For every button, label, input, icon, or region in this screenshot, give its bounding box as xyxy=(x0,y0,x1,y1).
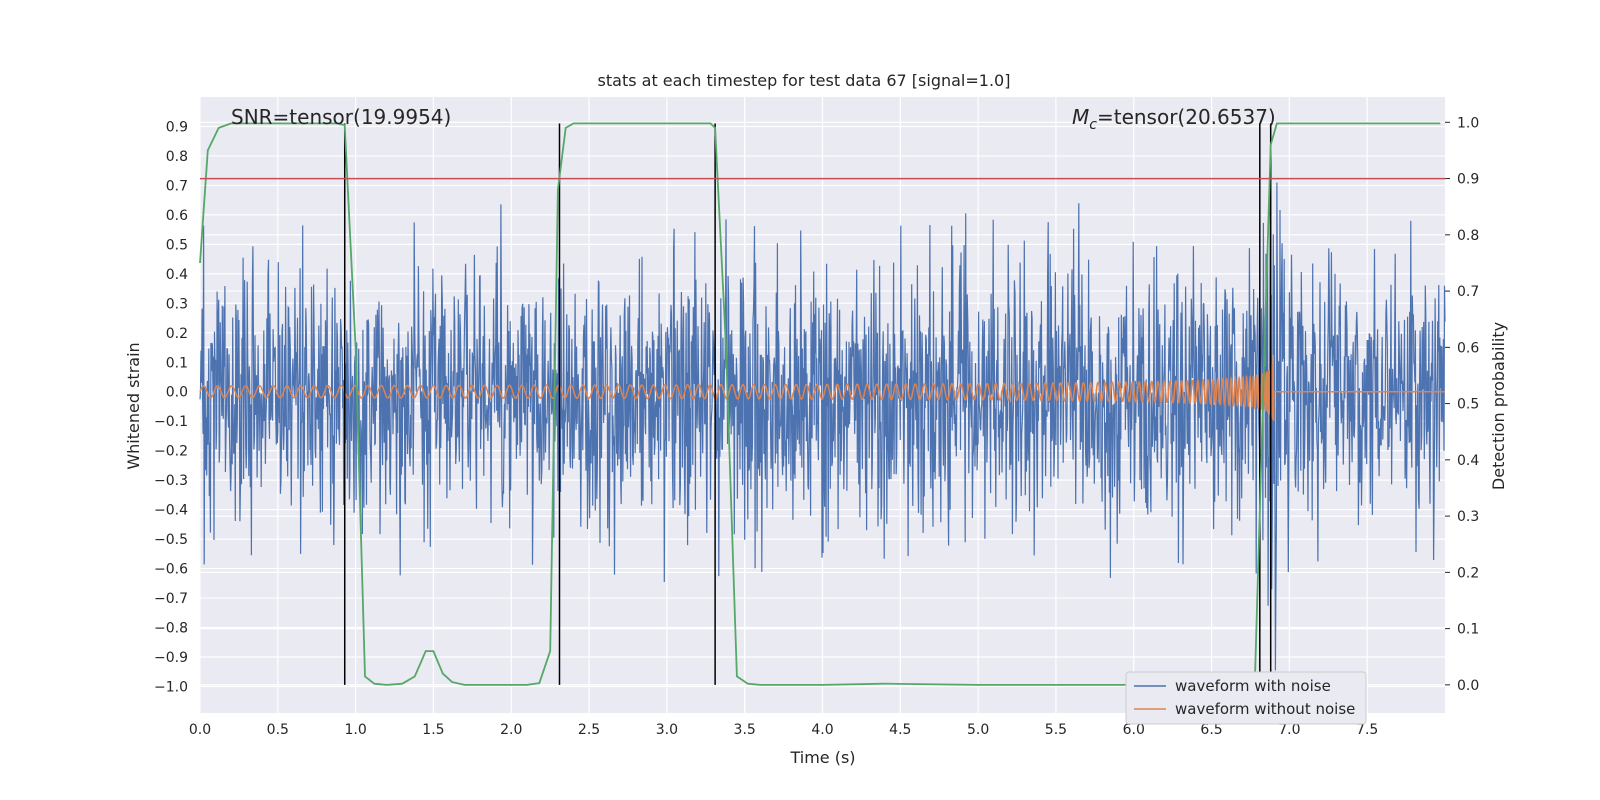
x-tick-label: 7.5 xyxy=(1356,722,1378,738)
y-tick-label: −0.2 xyxy=(154,444,188,460)
x-tick-label: 7.0 xyxy=(1278,722,1300,738)
y2-tick-label: 1.0 xyxy=(1457,115,1479,131)
y-tick-label: 0.2 xyxy=(166,326,188,342)
y2-tick-label: 0.8 xyxy=(1457,228,1479,244)
y2-tick-label: 0.9 xyxy=(1457,172,1479,188)
y-tick-label: −0.9 xyxy=(154,650,188,666)
x-tick-label: 2.5 xyxy=(578,722,600,738)
y-tick-label: −0.6 xyxy=(154,562,188,578)
legend-label-noise: waveform with noise xyxy=(1175,677,1331,695)
x-tick-label: 0.5 xyxy=(267,722,289,738)
x-tick-label: 5.0 xyxy=(967,722,989,738)
x-tick-label: 5.5 xyxy=(1045,722,1067,738)
legend-label-clean: waveform without noise xyxy=(1175,700,1355,718)
x-tick-label: 3.0 xyxy=(656,722,678,738)
y-tick-label: 0.1 xyxy=(166,355,188,371)
y-tick-label: 0.6 xyxy=(166,208,188,224)
y-tick-label: −0.5 xyxy=(154,532,188,548)
y-tick-label: 0.7 xyxy=(166,178,188,194)
line-waveform-without-noise xyxy=(199,354,1445,422)
x-tick-label: 3.5 xyxy=(734,722,756,738)
x-tick-label: 6.0 xyxy=(1123,722,1145,738)
x-tick-label: 1.5 xyxy=(422,722,444,738)
y2-tick-label: 0.2 xyxy=(1457,565,1479,581)
legend: waveform with noise waveform without noi… xyxy=(1125,671,1367,725)
chart-title: stats at each timestep for test data 67 … xyxy=(598,71,1011,90)
y2-tick-label: 0.3 xyxy=(1457,509,1479,525)
y2-axis-label: Detection probability xyxy=(1489,322,1508,490)
y-ticks: 0.9 0.8 0.7 0.6 0.5 0.4 0.3 0.2 0.1 0.0 −0.1 −0.2 −0… xyxy=(154,119,188,695)
legend-box xyxy=(1125,671,1367,725)
y2-tick-label: 0.7 xyxy=(1457,284,1479,300)
y-tick-label: 0.5 xyxy=(166,237,188,253)
y2-tick-label: 0.0 xyxy=(1457,678,1479,694)
y-tick-label: −0.8 xyxy=(154,621,188,637)
y-tick-label: 0.0 xyxy=(166,385,188,401)
x-tick-label: 4.0 xyxy=(811,722,833,738)
y-axis-label: Whitened strain xyxy=(124,342,143,469)
snr-annotation: SNR=tensor(19.9954) xyxy=(231,105,451,129)
y2-tick-label: 0.6 xyxy=(1457,340,1479,356)
vertical-markers xyxy=(343,123,1272,685)
y-tick-label: 0.3 xyxy=(166,296,188,312)
y2-tick-label: 0.1 xyxy=(1457,622,1479,638)
y-tick-label: 0.4 xyxy=(166,267,188,283)
y2-tick-label: 0.4 xyxy=(1457,453,1479,469)
y-tick-label: −0.1 xyxy=(154,414,188,430)
series-waveform-without-noise xyxy=(199,354,1445,422)
x-axis-label: Time (s) xyxy=(789,748,855,767)
x-tick-label: 0.0 xyxy=(189,722,211,738)
y-tick-label: −0.7 xyxy=(154,591,188,607)
mc-annotation: Mc=tensor(20.6537) xyxy=(1072,105,1276,133)
y-tick-label: −0.4 xyxy=(154,503,188,519)
y-tick-label: 0.9 xyxy=(166,119,188,135)
y2-tick-label: 0.5 xyxy=(1457,397,1479,413)
y-tick-label: 0.8 xyxy=(166,149,188,165)
x-ticks: 0.0 0.5 1.0 1.5 2.0 2.5 3.0 3.5 4.0 4.5 5.0 5.5 6.0 6… xyxy=(189,722,1378,738)
y-tick-label: −0.3 xyxy=(154,473,188,489)
y2-ticks: 1.0 0.9 0.8 0.7 0.6 0.5 0.4 0.3 0.2 0.1 0.0 xyxy=(1445,115,1479,694)
x-tick-label: 6.5 xyxy=(1200,722,1222,738)
y-tick-label: −1.0 xyxy=(154,679,188,695)
x-tick-label: 1.0 xyxy=(344,722,366,738)
x-tick-label: 4.5 xyxy=(889,722,911,738)
x-tick-label: 2.0 xyxy=(500,722,522,738)
